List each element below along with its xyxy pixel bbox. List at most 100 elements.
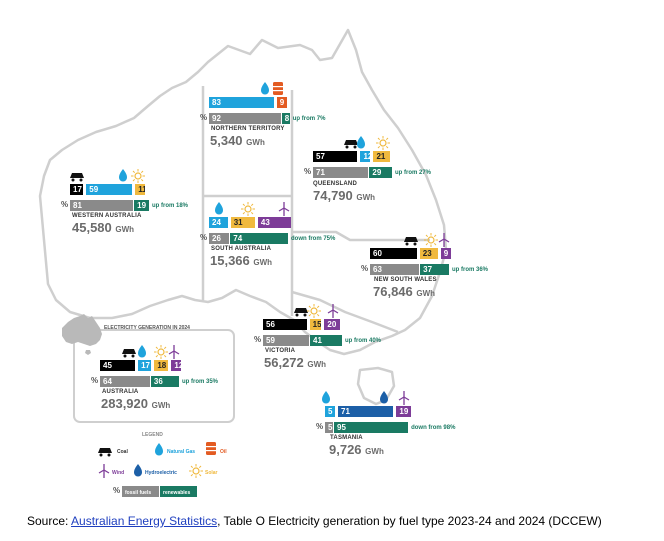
trend-label: up from 40% — [345, 338, 382, 344]
wind-icon — [326, 304, 340, 323]
region-name: WESTERN AUSTRALIA — [72, 213, 142, 219]
region-total: 45,580 GWh — [72, 220, 135, 235]
renewables-bar: 95 — [334, 422, 409, 433]
small-tasmania-icon — [85, 350, 91, 355]
source-bar-wind: 19 — [396, 406, 412, 417]
renewables-bar: 36 — [150, 376, 179, 387]
fossil-fuels-bar: 81 — [70, 200, 134, 211]
region-total: 76,846 GWh — [373, 284, 436, 299]
summary-title: ELECTRICITY GENERATION IN 2024 — [104, 325, 190, 331]
hydroelectric-icon — [133, 464, 143, 482]
solar-icon — [307, 304, 322, 323]
legend-oil-label: Oil — [220, 449, 227, 455]
trend-label: down from 98% — [411, 425, 456, 431]
source-bar-wind: 12 — [171, 360, 182, 371]
trend-label: down from 75% — [291, 236, 336, 242]
mainland-outline — [38, 28, 448, 356]
wind-icon — [167, 345, 181, 364]
source-bar-natural-gas: 59 — [86, 184, 133, 195]
fossil-fuels-bar: 26 — [209, 233, 230, 244]
source-bar-solar: 23 — [419, 248, 438, 259]
region-name: VICTORIA — [265, 348, 296, 354]
region-total: 5,340 GWh — [210, 133, 265, 148]
percent-symbol: % — [91, 376, 99, 385]
natural-gas-icon — [260, 82, 270, 100]
solar-icon — [154, 345, 169, 364]
legend-wind-label: Wind — [112, 470, 125, 476]
legend-coal-label: Coal — [117, 449, 128, 455]
coal-icon — [293, 304, 309, 322]
renewables-bar: 74 — [230, 233, 288, 244]
source-bar-coal: 17 — [70, 184, 84, 195]
fossil-fuels-bar: 63 — [370, 264, 420, 275]
wind-icon — [97, 464, 111, 483]
border-qld-nsw — [292, 230, 430, 242]
oil-icon — [206, 442, 216, 460]
percent-symbol: % — [254, 335, 262, 344]
legend-renewables-label: renewables — [163, 490, 191, 496]
trend-label: up from 35% — [182, 379, 219, 385]
natural-gas-icon — [321, 391, 331, 409]
legend-fossil-label: fossil fuels — [125, 490, 152, 496]
source-suffix: , Table O Electricity generation by fuel… — [217, 514, 602, 528]
fossil-fuels-bar: 5 — [325, 422, 333, 433]
renewables-bar: 19 — [134, 200, 149, 211]
region-name: NORTHERN TERRITORY — [211, 126, 285, 132]
legend-hydroelectric-label: Hydroelectric — [145, 470, 177, 476]
fossil-fuels-bar: 92 — [209, 113, 281, 124]
percent-symbol: % — [361, 264, 369, 273]
source-bar-coal: 57 — [313, 151, 358, 162]
solar-icon — [240, 202, 255, 221]
legend-percent: % — [113, 486, 121, 495]
oil-icon — [272, 82, 283, 100]
source-note: Source: Australian Energy Statistics, Ta… — [27, 514, 602, 528]
percent-symbol: % — [200, 113, 208, 122]
region-total: 9,726 GWh — [329, 442, 384, 457]
source-bar-hydroelectric: 71 — [338, 406, 394, 417]
solar-icon — [375, 136, 390, 155]
solar-icon — [131, 169, 146, 188]
small-australia-icon — [62, 314, 102, 346]
wind-icon — [437, 233, 451, 252]
source-bar-solar: 15 — [309, 319, 322, 330]
region-name: SOUTH AUSTRALIA — [211, 246, 272, 252]
natural-gas-icon — [137, 345, 147, 363]
solar-icon — [189, 464, 203, 483]
trend-label: up from 18% — [152, 203, 189, 209]
source-bar-solar: 11 — [135, 184, 146, 195]
region-name: AUSTRALIA — [102, 389, 139, 395]
legend-fossil-swatch: fossil fuels — [122, 486, 159, 497]
legend-title: LEGEND — [142, 432, 163, 438]
hydroelectric-icon — [379, 391, 389, 409]
region-total: 283,920 GWh — [101, 396, 171, 411]
solar-icon — [423, 233, 438, 252]
source-bar-wind: 20 — [324, 319, 340, 330]
fossil-fuels-bar: 59 — [263, 335, 310, 346]
natural-gas-icon — [214, 202, 224, 220]
source-bar-coal: 60 — [370, 248, 417, 259]
legend-natural-gas-label: Natural Gas — [167, 449, 196, 455]
legend-solar-label: Solar — [205, 470, 218, 476]
coal-icon — [403, 233, 419, 251]
source-bar-solar: 21 — [373, 151, 390, 162]
renewables-bar: 8 — [281, 113, 290, 124]
percent-symbol: % — [304, 167, 312, 176]
region-total: 15,366 GWh — [210, 253, 273, 268]
source-link[interactable]: Australian Energy Statistics — [71, 514, 218, 528]
trend-label: up from 27% — [395, 170, 432, 176]
wind-icon — [397, 391, 411, 410]
coal-icon — [343, 136, 359, 154]
fossil-fuels-bar: 64 — [100, 376, 150, 387]
coal-icon — [69, 169, 85, 187]
source-bar-natural-gas: 5 — [325, 406, 335, 417]
source-bar-solar: 31 — [230, 217, 255, 228]
fossil-fuels-bar: 71 — [313, 167, 369, 178]
region-total: 56,272 GWh — [264, 355, 327, 370]
source-bar-natural-gas: 83 — [209, 97, 274, 108]
source-bar-coal: 45 — [100, 360, 136, 371]
source-bar-natural-gas: 17 — [138, 360, 152, 371]
source-bar-wind: 43 — [257, 217, 292, 228]
renewables-bar: 41 — [310, 335, 342, 346]
percent-symbol: % — [61, 200, 69, 209]
source-bar-solar: 18 — [154, 360, 169, 371]
